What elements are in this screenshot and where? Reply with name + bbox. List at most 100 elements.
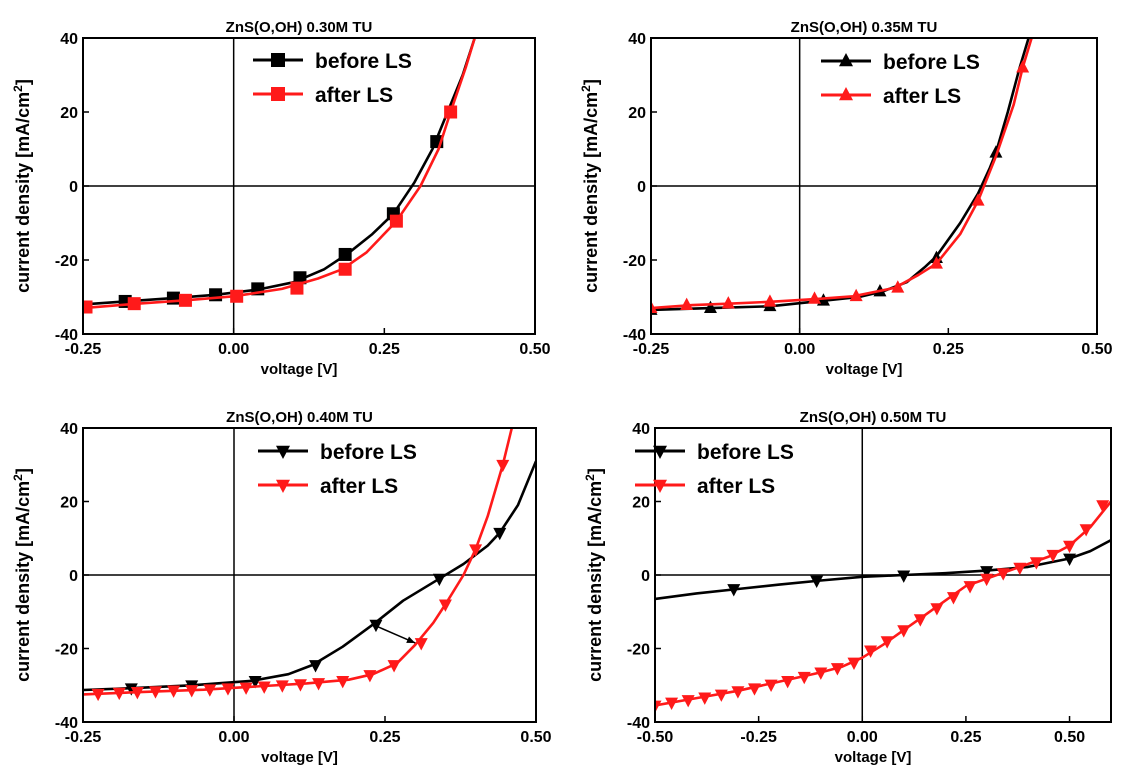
x-tick-label: 0.50	[519, 341, 550, 358]
data-point	[148, 686, 162, 699]
legend-label: before LS	[697, 441, 794, 464]
x-axis-label: voltage [V]	[261, 749, 338, 766]
chart-svg-030: -0.25 0.00 0.25 0.50 -40 -20 0 20 40 ZnS(O,OH) 0.…	[11, 19, 551, 378]
x-tick-label: 0.00	[218, 341, 249, 358]
data-point	[1016, 60, 1030, 73]
y-tick-label: 40	[60, 421, 78, 438]
data-point	[714, 689, 728, 702]
chart-title: ZnS(O,OH) 0.30M TU	[226, 19, 373, 36]
legend-label: after LS	[697, 475, 775, 498]
data-point	[496, 459, 510, 473]
y-tick-label: 0	[641, 568, 650, 585]
y-tick-label: 40	[632, 421, 650, 438]
x-axis-label: voltage [V]	[835, 749, 912, 766]
x-axis-label: voltage [V]	[261, 361, 338, 378]
data-point	[655, 700, 662, 713]
data-point	[239, 682, 253, 695]
data-point	[814, 667, 828, 680]
x-tick-label: 0.00	[784, 341, 815, 358]
data-point	[1063, 553, 1077, 566]
y-tick-label: -40	[627, 715, 650, 732]
data-point	[91, 688, 105, 702]
data-point	[946, 592, 960, 605]
legend-label: after LS	[320, 475, 398, 498]
data-point	[897, 625, 911, 638]
x-tick-label: -0.25	[740, 729, 777, 746]
y-tick-label: -20	[55, 642, 78, 659]
y-axis-label-text: current density [mA/cm	[13, 92, 33, 293]
y-tick-label: 20	[60, 495, 78, 512]
data-point	[830, 663, 844, 676]
data-point	[864, 645, 878, 658]
data-point	[112, 687, 126, 701]
legend-item-1: after LS	[635, 475, 775, 498]
series-group-0	[83, 460, 536, 696]
data-point	[849, 288, 863, 302]
data-point	[781, 675, 795, 689]
data-point	[651, 300, 658, 313]
data-point	[309, 660, 323, 673]
data-point	[469, 544, 483, 557]
data-point	[680, 297, 694, 311]
series-group-0	[655, 538, 1111, 601]
legend-marker	[839, 86, 853, 101]
data-point	[1013, 562, 1027, 576]
data-point	[83, 300, 93, 314]
annotation-arrowhead	[406, 636, 416, 643]
data-point	[124, 683, 138, 696]
data-point	[847, 657, 861, 670]
data-point	[1046, 549, 1060, 563]
data-point	[764, 679, 778, 692]
data-point	[913, 614, 927, 627]
legend-marker	[653, 445, 667, 460]
data-point	[996, 568, 1010, 581]
chart-panel-030: -0.25 0.00 0.25 0.50 -40 -20 0 20 40 ZnS(O,OH) 0.…	[0, 0, 562, 389]
x-tick-label: -0.25	[633, 341, 670, 358]
data-point	[167, 685, 181, 698]
data-point	[880, 636, 894, 649]
y-tick-label: -40	[55, 327, 78, 344]
y-tick-label: -20	[627, 642, 650, 659]
legend-marker	[839, 52, 853, 67]
data-point	[444, 105, 458, 119]
chart-svg-050: -0.50 -0.25 0.00 0.25 0.50 -40 -20 0 20 40 ZnS(O,O…	[583, 409, 1112, 766]
data-point	[275, 680, 289, 693]
legend-item-0: before LS	[821, 51, 980, 74]
y-axis-label-bracket: ]	[581, 79, 601, 85]
data-point	[178, 293, 192, 307]
legend-marker	[271, 53, 285, 67]
y-tick-label: 20	[60, 105, 78, 122]
data-point	[1096, 500, 1110, 513]
legend-marker	[271, 87, 285, 101]
data-point	[980, 573, 994, 587]
x-tick-label: 0.25	[950, 729, 981, 746]
legend-item-0: before LS	[258, 441, 417, 464]
x-axis-label: voltage [V]	[826, 361, 903, 378]
legend-label: after LS	[883, 85, 961, 108]
series-group-1	[655, 500, 1111, 713]
series-line-0	[651, 38, 1030, 312]
data-point	[1079, 524, 1093, 537]
data-point	[130, 686, 144, 700]
x-tick-label: 0.00	[218, 729, 249, 746]
data-point	[929, 256, 943, 269]
chart-title: ZnS(O,OH) 0.40M TU	[226, 409, 373, 426]
data-point	[493, 527, 507, 541]
y-axis-label-superscript: 2	[579, 85, 593, 92]
x-tick-label: -0.25	[65, 341, 102, 358]
data-point	[698, 692, 712, 705]
chart-svg-040: -0.25 0.00 0.25 0.50 -40 -20 0 20 40 ZnS(O,OH) 0.…	[11, 409, 552, 766]
y-tick-label: -40	[623, 327, 646, 344]
data-point	[127, 297, 141, 311]
legend-item-1: after LS	[253, 84, 393, 107]
data-point	[312, 678, 326, 691]
legend-label: before LS	[883, 51, 980, 74]
legend-marker	[276, 445, 290, 460]
chart-svg-035: -0.25 0.00 0.25 0.50 -40 -20 0 20 40 ZnS(O,OH) 0.…	[579, 19, 1113, 378]
series-group-0	[651, 38, 1030, 315]
data-point	[763, 294, 777, 307]
y-axis-label: current density [mA/cm2]	[11, 468, 33, 682]
y-axis-label-bracket: ]	[13, 79, 33, 85]
y-tick-label: 0	[69, 568, 78, 585]
y-axis-label-text: current density [mA/cm	[581, 92, 601, 293]
